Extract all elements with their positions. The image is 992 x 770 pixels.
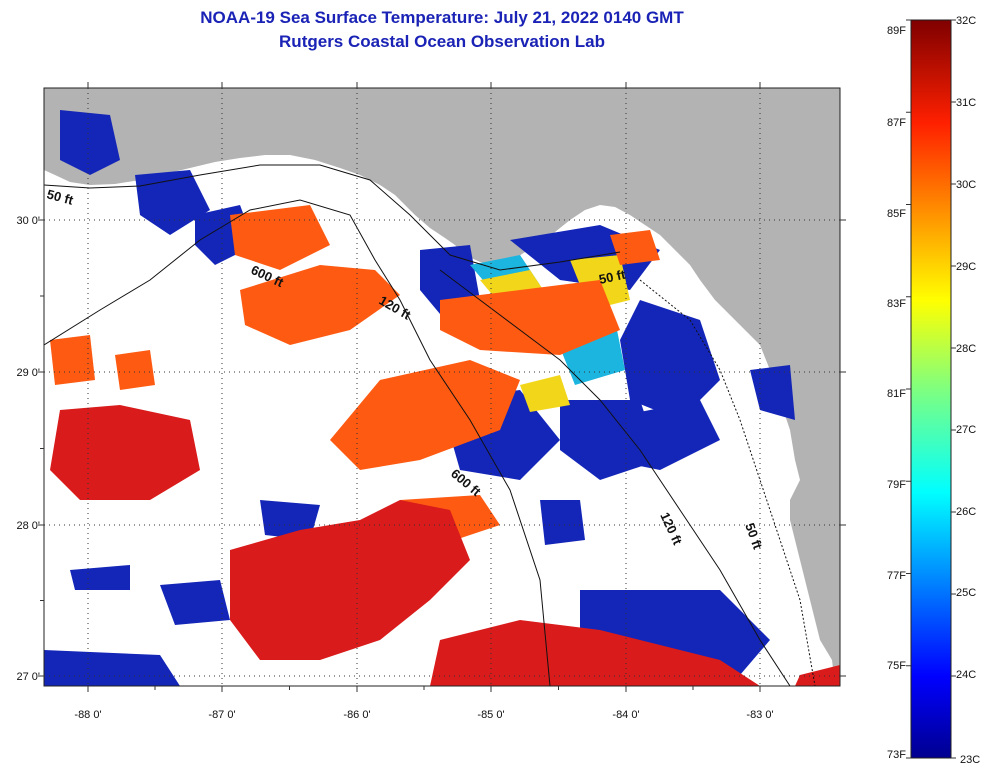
bathymetry-contours <box>44 164 816 686</box>
lon-tick-label: -83 0' <box>746 709 773 721</box>
axis-ticks <box>38 82 846 692</box>
lon-tick-label: -84 0' <box>612 709 639 721</box>
chart-subtitle: Rutgers Coastal Ocean Observation Lab <box>279 32 605 51</box>
lat-tick-label: 28 0' <box>16 520 40 532</box>
map-frame <box>43 87 841 687</box>
land-mass <box>44 88 840 686</box>
lat-tick-label: 29 0' <box>16 367 40 379</box>
map-plot-area <box>44 88 840 686</box>
warm-water-patches <box>50 205 660 545</box>
chart-title: NOAA-19 Sea Surface Temperature: July 21… <box>200 8 684 27</box>
contour-label-50ft-nw: 50 ft <box>45 186 75 208</box>
lon-tick-label: -86 0' <box>343 709 370 721</box>
lat-tick-label: 30 0' <box>16 215 40 227</box>
lon-tick-label: -87 0' <box>208 709 235 721</box>
contour-label-50ft-ne: 50 ft <box>598 267 628 287</box>
lon-tick-label: -85 0' <box>477 709 504 721</box>
hot-water-patches <box>50 405 840 686</box>
lat-tick-label: 27 0' <box>16 671 40 683</box>
lon-tick-label: -88 0' <box>74 709 101 721</box>
